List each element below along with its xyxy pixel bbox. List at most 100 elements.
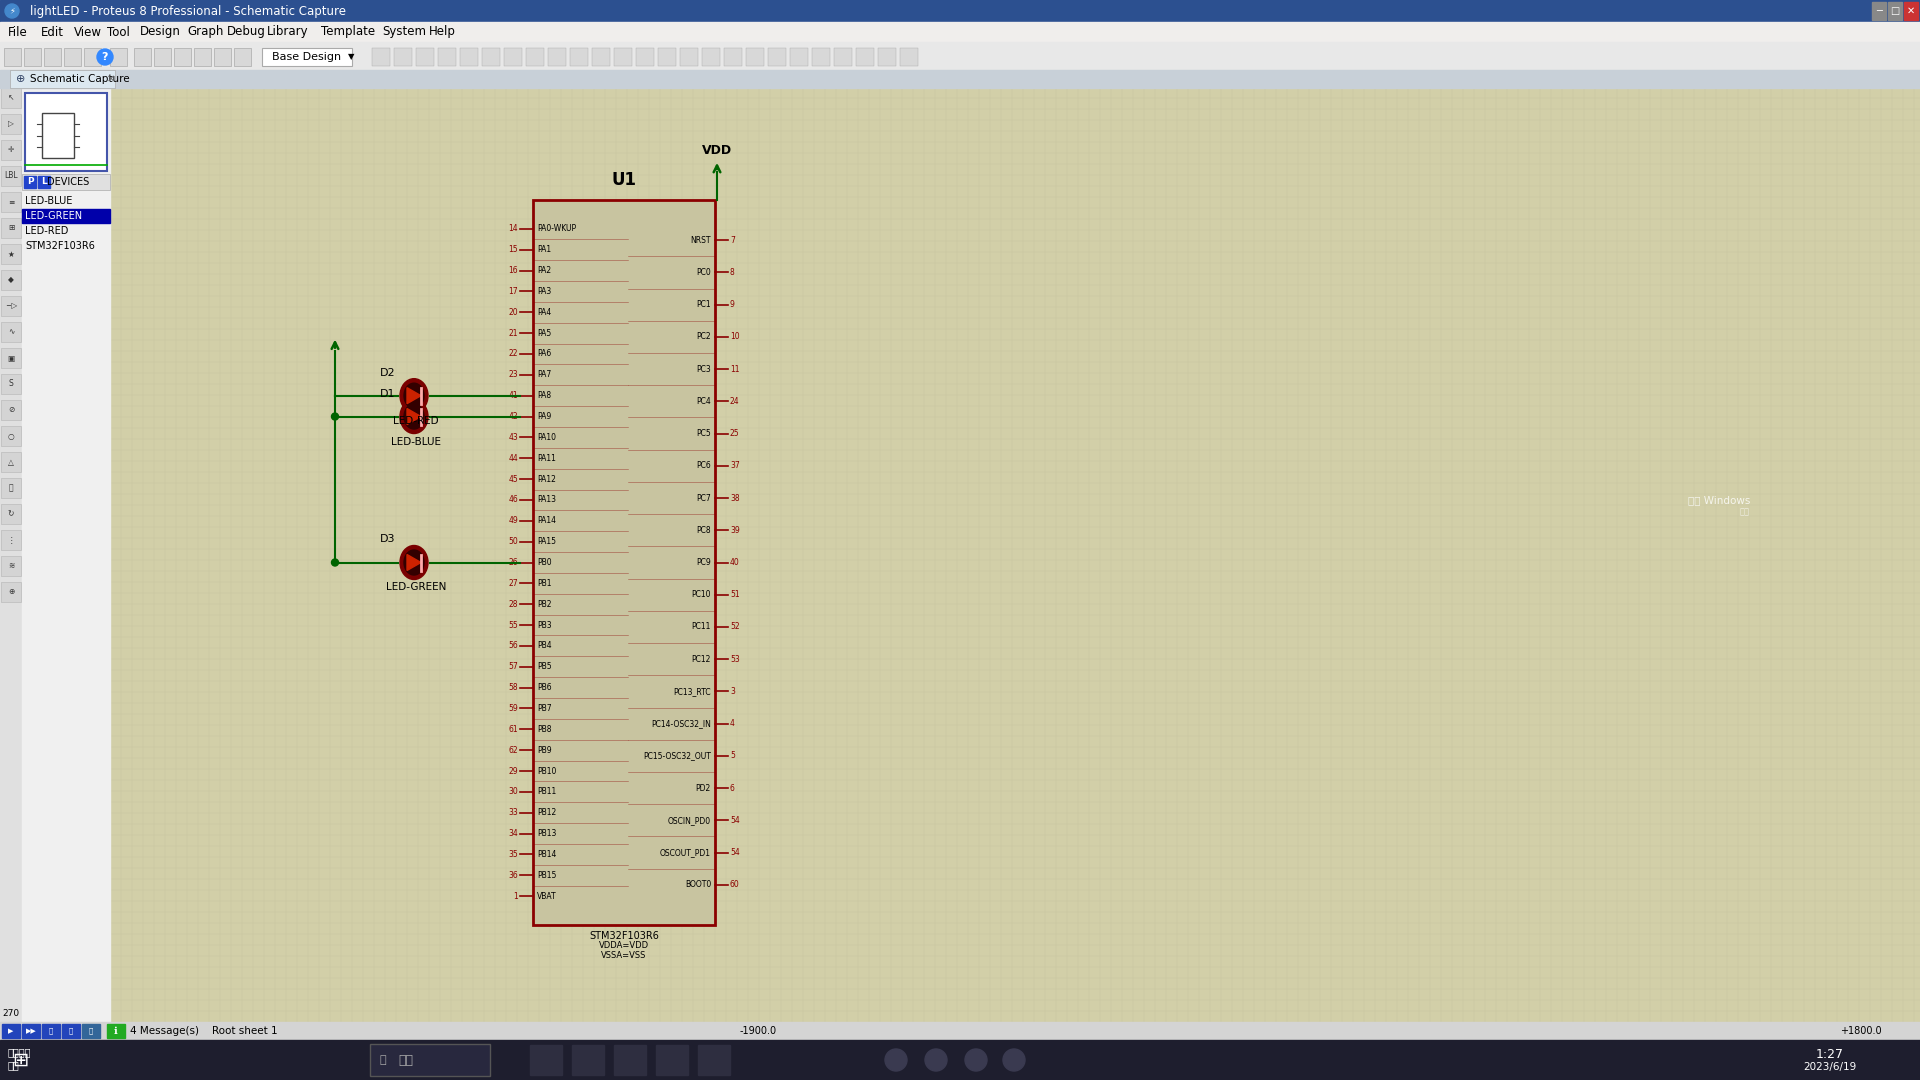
Bar (21, 210, 109, 222)
Text: ✕: ✕ (108, 75, 115, 84)
Bar (1872, 2, 1885, 21)
Bar (2, 296, 21, 316)
Bar (2, 192, 21, 212)
Text: 44: 44 (509, 454, 518, 462)
Polygon shape (407, 388, 420, 404)
Text: ▶▶: ▶▶ (25, 1028, 36, 1034)
Text: Edit: Edit (40, 26, 63, 39)
Text: U1: U1 (611, 171, 637, 189)
Bar (0, 1040, 1920, 1080)
Text: PB0: PB0 (538, 558, 551, 567)
Text: Debug: Debug (227, 26, 265, 39)
Bar (482, 48, 499, 66)
Text: VBAT: VBAT (538, 892, 557, 901)
Ellipse shape (925, 1049, 947, 1071)
Bar (614, 1045, 645, 1075)
Bar (394, 48, 413, 66)
Bar (154, 48, 171, 66)
Text: OSCOUT_PD1: OSCOUT_PD1 (660, 848, 710, 858)
Text: PA7: PA7 (538, 370, 551, 379)
Text: 42: 42 (509, 413, 518, 421)
Text: S: S (8, 379, 13, 389)
Bar (570, 48, 588, 66)
Text: ◆: ◆ (8, 275, 13, 284)
Ellipse shape (403, 404, 424, 429)
Text: lightLED - Proteus 8 Professional - Schematic Capture: lightLED - Proteus 8 Professional - Sche… (31, 4, 346, 17)
Text: 35: 35 (509, 850, 518, 859)
Text: 46: 46 (509, 496, 518, 504)
Bar (530, 1045, 563, 1075)
Text: PB1: PB1 (538, 579, 551, 588)
Text: 33: 33 (509, 808, 518, 818)
Bar (636, 48, 655, 66)
Ellipse shape (399, 545, 428, 580)
Text: PC10: PC10 (691, 591, 710, 599)
Text: ⊕: ⊕ (15, 75, 25, 84)
Text: DEVICES: DEVICES (46, 177, 88, 187)
Text: PB10: PB10 (538, 767, 557, 775)
Bar (461, 48, 478, 66)
Bar (2, 453, 21, 472)
Bar (526, 48, 543, 66)
Text: Tool: Tool (108, 26, 131, 39)
Text: ∿: ∿ (8, 327, 13, 337)
Bar (23, 48, 40, 66)
Text: 43: 43 (509, 433, 518, 442)
Text: ⏺: ⏺ (88, 1028, 94, 1035)
Text: PA6: PA6 (538, 350, 551, 359)
Text: Base Design: Base Design (273, 52, 342, 62)
Bar (109, 48, 127, 66)
Text: 51: 51 (730, 591, 739, 599)
Bar (83, 1024, 100, 1038)
Text: PD2: PD2 (695, 784, 710, 793)
Text: PC5: PC5 (697, 429, 710, 438)
Bar (0, 70, 1920, 87)
Text: 11: 11 (730, 365, 739, 374)
Bar (417, 48, 434, 66)
Text: PB8: PB8 (538, 725, 551, 733)
Text: 即将开始: 即将开始 (8, 1047, 31, 1057)
Text: PA3: PA3 (538, 287, 551, 296)
Text: ⚡: ⚡ (10, 6, 15, 15)
Bar (134, 48, 152, 66)
Text: 4 Message(s)    Root sheet 1: 4 Message(s) Root sheet 1 (131, 1026, 278, 1036)
Text: PB2: PB2 (538, 599, 551, 609)
Text: 2023/6/19: 2023/6/19 (1803, 1062, 1857, 1072)
Text: 52: 52 (730, 622, 739, 632)
Text: ⟋: ⟋ (10, 484, 13, 492)
Bar (2, 166, 21, 186)
Bar (2, 1024, 19, 1038)
Ellipse shape (98, 49, 113, 65)
Polygon shape (407, 408, 420, 424)
Text: LED-BLUE: LED-BLUE (392, 436, 442, 446)
Text: PC6: PC6 (697, 461, 710, 470)
Bar (789, 48, 808, 66)
Text: View: View (75, 26, 102, 39)
Text: File: File (8, 26, 27, 39)
Bar (21, 174, 109, 190)
Text: LED-BLUE: LED-BLUE (25, 195, 73, 206)
Ellipse shape (399, 400, 428, 433)
Text: PA13: PA13 (538, 496, 557, 504)
Text: 7: 7 (730, 235, 735, 245)
Text: STM32F103R6: STM32F103R6 (25, 241, 94, 251)
Text: 29: 29 (509, 767, 518, 775)
Bar (21, 87, 109, 1022)
Bar (2, 374, 21, 394)
Bar (42, 113, 75, 158)
Bar (2, 582, 21, 602)
Text: ─: ─ (1876, 6, 1882, 16)
Text: 财报: 财报 (1740, 508, 1749, 516)
Text: PA10: PA10 (538, 433, 557, 442)
Text: ?: ? (102, 52, 108, 62)
Text: PB6: PB6 (538, 684, 551, 692)
Bar (572, 1045, 605, 1075)
Text: PC2: PC2 (697, 333, 710, 341)
Text: VDD: VDD (703, 144, 732, 157)
Text: 14: 14 (509, 225, 518, 233)
Text: PA15: PA15 (538, 537, 557, 546)
Text: 27: 27 (509, 579, 518, 588)
Text: Help: Help (428, 26, 455, 39)
Bar (261, 48, 351, 66)
Text: 62: 62 (509, 745, 518, 755)
